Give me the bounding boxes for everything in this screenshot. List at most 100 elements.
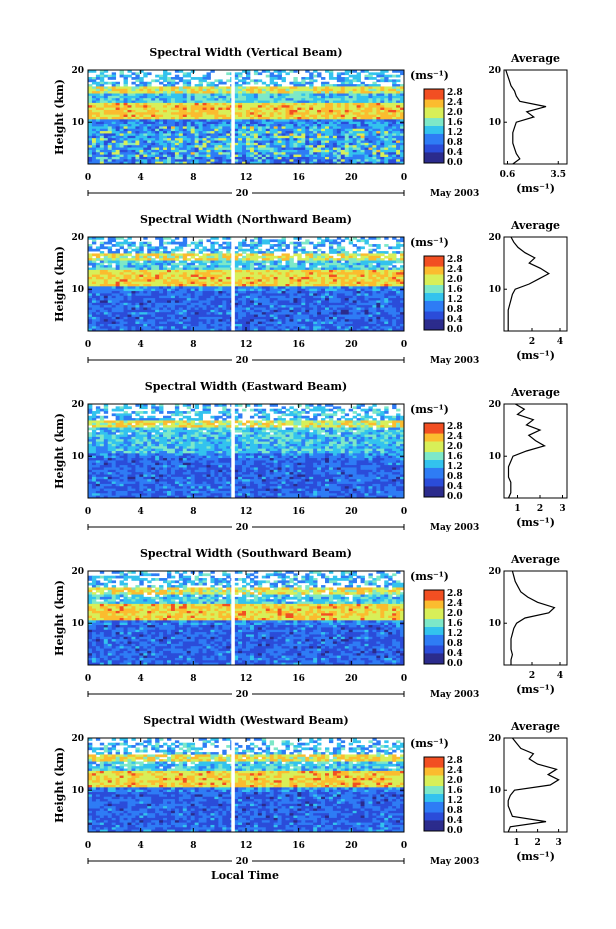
heatmap-cell [305,286,310,290]
heatmap-cell [123,274,128,278]
heatmap-cell [238,145,243,148]
heatmap-cell [167,152,172,155]
heatmap-cell [293,140,298,144]
heatmap-cell [127,121,132,125]
heatmap-cell [202,291,207,294]
heatmap-cell [396,70,401,73]
heatmap-cell [167,241,172,245]
heatmap-cell [372,126,377,130]
heatmap-cell [396,300,401,304]
heatmap-cell [273,91,278,94]
heatmap-cell [206,152,211,155]
heatmap-cell [151,145,156,148]
heatmap-cell [182,161,188,165]
heatmap-cell [246,152,251,155]
heatmap-cell [313,246,318,250]
heatmap-cell [170,276,176,280]
heatmap-cell [210,274,215,278]
heatmap-cell [182,154,188,158]
heatmap-cell [170,253,176,257]
heatmap-cell [115,86,120,90]
heatmap-cell [340,112,346,116]
heatmap-cell [265,253,271,257]
heatmap-cell [289,149,294,153]
heatmap-cell [336,248,342,252]
heatmap-cell [376,255,381,259]
heatmap-cell [384,251,389,254]
heatmap-cell [198,124,203,127]
heatmap-cell [253,267,259,271]
heatmap-cell [99,267,105,271]
heatmap-cell [123,272,128,275]
heatmap-cell [328,262,334,266]
heatmap-cell [253,149,259,153]
heatmap-cell [384,279,389,283]
heatmap-cell [151,86,156,90]
heatmap-cell [159,265,164,268]
y-tick-label: 10 [71,118,84,128]
heatmap-cell [388,100,393,104]
heatmap-cell [234,161,239,165]
heatmap-cell [340,156,346,160]
heatmap-cell [289,126,294,130]
heatmap-cell [226,126,231,130]
heatmap-cell [297,86,302,90]
heatmap-cell [376,237,381,240]
heatmap-cell [91,156,97,160]
heatmap-cell [388,124,393,127]
heatmap-cell [400,288,405,292]
heatmap-cell [238,126,243,130]
heatmap-cell [119,91,124,94]
heatmap-cell [131,258,136,261]
heatmap-cell [336,279,342,283]
heatmap-cell [167,91,172,94]
heatmap-cell [88,145,93,148]
heatmap-cell [332,91,338,94]
heatmap-cell [139,302,144,306]
heatmap-cell [242,81,247,85]
heatmap-cell [321,149,326,153]
heatmap-cell [174,272,180,275]
heatmap-cell [352,124,357,127]
heatmap-cell [372,147,377,151]
heatmap-cell [139,88,144,92]
heatmap-cell [309,293,314,297]
heatmap-cell [368,276,373,280]
heatmap-cell [392,119,397,123]
heatmap-cell [174,140,180,144]
heatmap-cell [99,126,105,130]
heatmap-cell [388,262,393,266]
heatmap-cell [281,112,286,116]
heatmap-cell [372,255,377,259]
heatmap-cell [400,237,405,240]
heatmap-cell [372,269,377,273]
heatmap-cell [214,269,219,273]
heatmap-cell [139,154,144,158]
heatmap-cell [348,241,354,245]
heatmap-cell [396,114,401,118]
heatmap-cell [151,298,156,301]
heatmap-cell [167,98,172,101]
heatmap-cell [155,135,160,139]
heatmap-cell [194,276,199,280]
heatmap-cell [88,124,93,127]
heatmap-cell [115,154,120,158]
colorbar-tick-label: 2.0 [447,108,463,118]
heatmap-cell [88,149,93,153]
heatmap-cell [222,93,227,97]
heatmap-cell [131,105,136,108]
heatmap-cell [135,149,140,153]
heatmap-cell [321,300,326,304]
heatmap-cell [123,79,128,83]
heatmap-cell [194,302,199,306]
heatmap-cell [115,98,120,101]
heatmap-cell [99,251,105,254]
heatmap-cell [119,269,124,273]
x-tick-label: 0 [401,173,407,183]
heatmap-cell [119,154,124,158]
heatmap-cell [396,284,401,287]
heatmap-cell [321,288,326,292]
heatmap-cell [400,253,405,257]
heatmap-cell [261,298,267,301]
heatmap-cell [186,253,192,257]
